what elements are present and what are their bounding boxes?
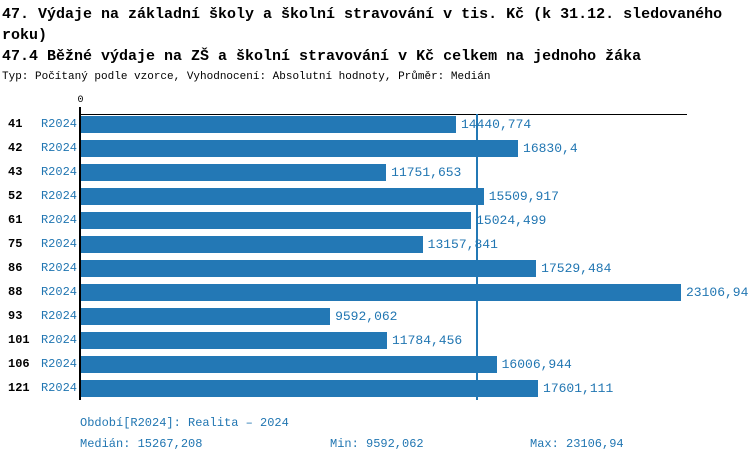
bar [81, 260, 537, 277]
bar-value-label: 17529,484 [541, 261, 612, 276]
bar-value-label: 15024,499 [476, 213, 547, 228]
bar-value-label: 16006,944 [501, 357, 572, 372]
row-category-label: 101 [8, 333, 30, 347]
min-stat-label: Min: 9592,062 [330, 437, 424, 451]
bar-value-label: 9592,062 [335, 309, 398, 324]
row-series-label: R2024 [40, 333, 77, 347]
bar [81, 140, 519, 157]
row-category-label: 88 [8, 285, 23, 299]
bar [81, 308, 331, 325]
chart-title: 47. Výdaje na základní školy a školní st… [2, 6, 723, 44]
row-category-label: 41 [8, 117, 23, 131]
bar-value-label: 13157,841 [427, 237, 498, 252]
row-series-label: R2024 [40, 309, 77, 323]
row-series-label: R2024 [40, 189, 77, 203]
bar [81, 356, 497, 373]
bar-value-label: 11784,456 [391, 333, 463, 348]
bar [81, 164, 387, 181]
row-series-label: R2024 [40, 213, 77, 227]
x-axis-line [80, 114, 687, 115]
median-line [476, 114, 479, 400]
bar [81, 380, 539, 397]
bar [81, 332, 387, 349]
chart-subtitle: 47.4 Běžné výdaje na ZŠ a školní stravov… [2, 48, 642, 65]
period-label: Období[R2024]: Realita – 2024 [80, 416, 289, 430]
row-series-label: R2024 [40, 165, 77, 179]
bar-value-label: 11751,653 [391, 165, 462, 180]
row-series-label: R2024 [40, 237, 77, 251]
row-category-label: 52 [8, 189, 23, 203]
row-category-label: 121 [8, 381, 30, 395]
bar-value-label: 17601,111 [543, 381, 614, 396]
max-stat-label: Max: 23106,94 [530, 437, 624, 451]
bar-value-label: 14440,774 [460, 117, 532, 132]
bar [81, 284, 681, 301]
chart-meta-line: Typ: Počítaný podle vzorce, Vyhodnocení:… [2, 71, 491, 83]
row-series-label: R2024 [40, 117, 77, 131]
row-category-label: 86 [8, 261, 23, 275]
row-category-label: 61 [8, 213, 23, 227]
row-category-label: 93 [8, 309, 23, 323]
y-axis-line [79, 107, 81, 400]
row-series-label: R2024 [40, 261, 77, 275]
bar [81, 236, 423, 253]
row-series-label: R2024 [40, 285, 77, 299]
bar [81, 188, 484, 205]
row-series-label: R2024 [40, 381, 77, 395]
bar-value-label: 23106,94 [686, 285, 749, 300]
chart-header: 47. Výdaje na základní školy a školní st… [2, 4, 748, 88]
median-stat-label: Medián: 15267,208 [80, 437, 203, 451]
bar [81, 212, 472, 229]
row-category-label: 106 [8, 357, 30, 371]
row-category-label: 43 [8, 165, 23, 179]
bar [81, 116, 456, 133]
bar-value-label: 15509,917 [488, 189, 559, 204]
row-category-label: 75 [8, 237, 23, 251]
row-category-label: 42 [8, 141, 23, 155]
bar-value-label: 16830,4 [523, 141, 578, 156]
bar-chart: 0 41 R2024 14440,774 42 R2024 16830,4 43 R2024 1… [0, 95, 750, 414]
row-series-label: R2024 [40, 357, 77, 371]
row-series-label: R2024 [40, 141, 77, 155]
x-axis-zero-tick-label: 0 [77, 95, 84, 106]
